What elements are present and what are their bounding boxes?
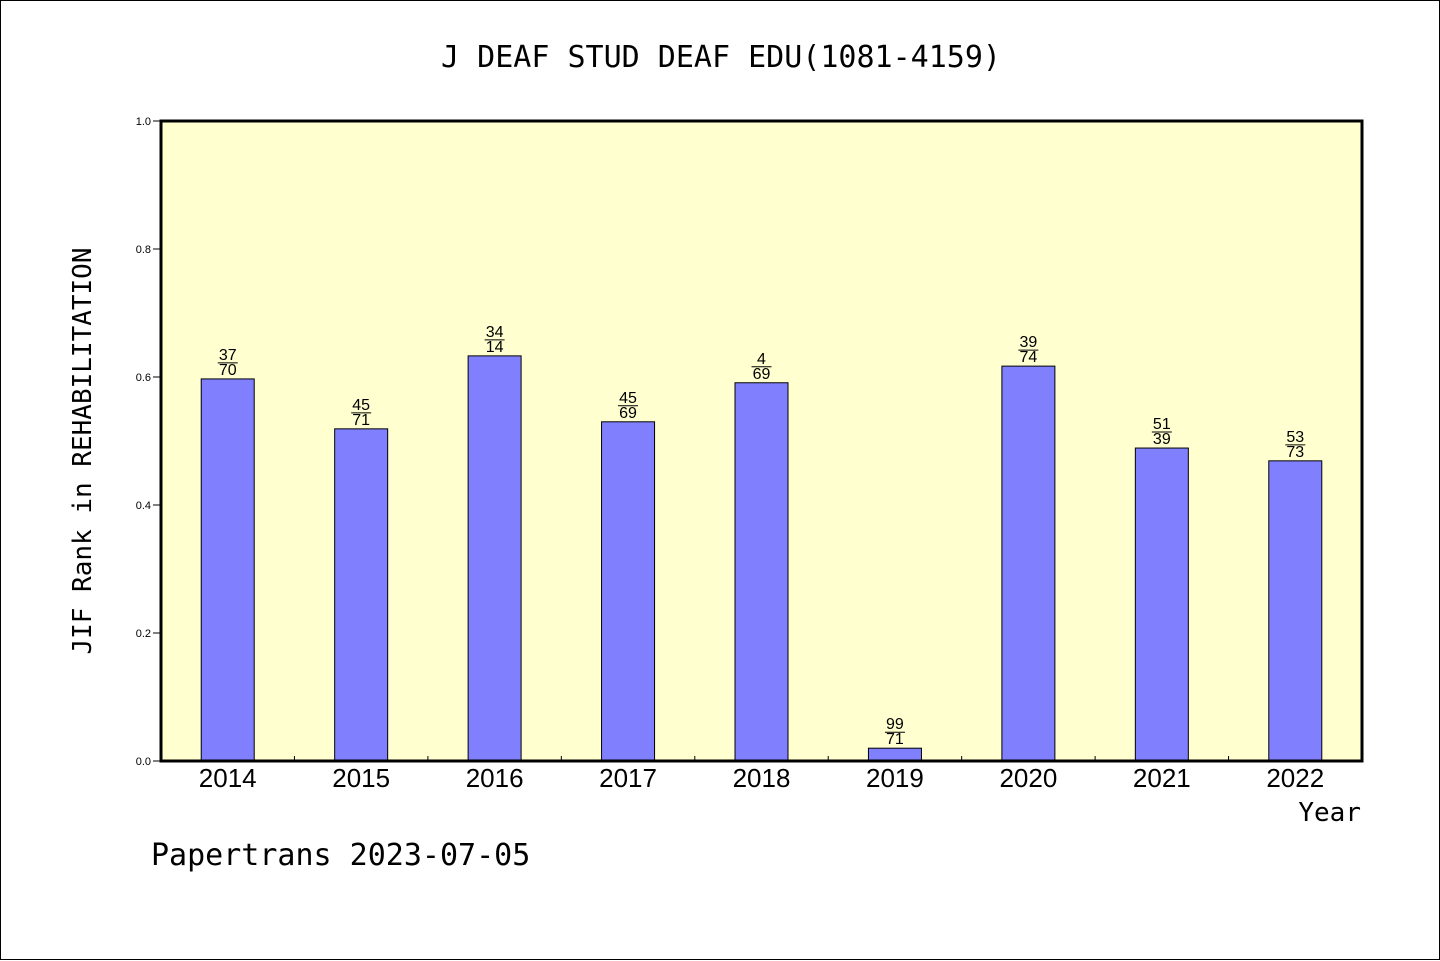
chart-title: J DEAF STUD DEAF EDU(1081-4159)	[441, 40, 1001, 75]
x-tick-label: 2019	[866, 763, 924, 793]
y-axis-label: JIF Rank in REHABILITATION	[68, 248, 98, 655]
rank-label-bottom: 74	[1019, 349, 1037, 366]
y-tick-label: 1.0	[136, 116, 151, 128]
category-labels: 2014 2015 2016 2017 2018 2019 2020 2021 2022	[199, 763, 1324, 793]
x-tick-label: 2022	[1266, 763, 1324, 793]
x-tick-label: 2021	[1133, 763, 1191, 793]
rank-label-bottom: 73	[1286, 444, 1304, 461]
y-tick-label: 0.4	[136, 500, 151, 512]
bar-2015	[334, 428, 389, 762]
x-tick-label: 2017	[599, 763, 657, 793]
x-tick-label: 2020	[999, 763, 1057, 793]
y-tick-label: 0.0	[136, 756, 151, 768]
y-tick-label: 0.2	[136, 628, 151, 640]
rank-label-top: 4	[757, 351, 766, 368]
rank-label-top: 51	[1153, 416, 1171, 433]
x-tick-label: 2018	[733, 763, 791, 793]
rank-label-bottom: 71	[352, 412, 370, 429]
x-axis-label: Year	[1298, 798, 1361, 828]
bar-2016	[467, 355, 522, 762]
y-tick-label: 0.8	[136, 244, 151, 256]
y-tick-label: 0.6	[136, 372, 151, 384]
bar-2014	[200, 378, 255, 762]
rank-label-bottom: 14	[486, 339, 504, 356]
bars	[200, 355, 1323, 762]
rank-label-top: 37	[219, 347, 237, 364]
bar-2019	[867, 747, 922, 762]
footer-credit: Papertrans 2023-07-05	[151, 838, 530, 873]
rank-label-bottom: 70	[219, 362, 237, 379]
rank-label-top: 53	[1286, 429, 1304, 446]
rank-label-bottom: 69	[619, 405, 637, 422]
bar-2022	[1268, 460, 1323, 762]
x-tick-label: 2014	[199, 763, 257, 793]
rank-label-bottom: 39	[1153, 431, 1171, 448]
x-tick-label: 2015	[332, 763, 390, 793]
bar-2017	[601, 421, 656, 762]
rank-label-top: 34	[486, 324, 504, 341]
rank-label-top: 45	[619, 390, 637, 407]
bar-2020	[1001, 365, 1056, 762]
rank-label-top: 45	[352, 397, 370, 414]
bar-2021	[1134, 447, 1189, 762]
x-tick-label: 2016	[466, 763, 524, 793]
rank-label-bottom: 71	[886, 731, 904, 748]
y-axis-ticks: 0.0 0.2 0.4 0.6 0.8 1.0	[136, 116, 161, 768]
rank-label-top: 99	[886, 716, 904, 733]
plot-border	[159, 119, 1364, 763]
bar-2018	[734, 382, 789, 762]
rank-label-top: 39	[1019, 334, 1037, 351]
rank-label-bottom: 69	[753, 366, 771, 383]
